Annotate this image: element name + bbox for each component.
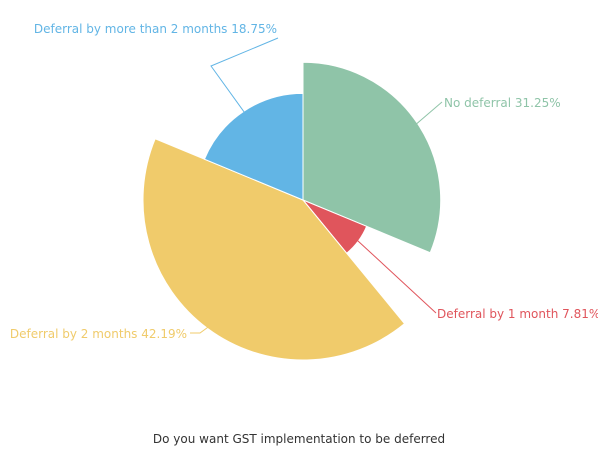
leader-line-no-deferral: [414, 101, 443, 126]
leader-line-deferral-by-1-month: [356, 239, 437, 314]
slice-label-no-deferral: No deferral 31.25%: [444, 96, 561, 110]
leader-line-deferral-by-2-months: [190, 325, 210, 334]
chart-title: Do you want GST implementation to be def…: [152, 432, 446, 446]
slice-label-deferral-by-2-months: Deferral by 2 months 42.19%: [10, 327, 187, 341]
slice-label-deferral-by-more-than-2-months: Deferral by more than 2 months 18.75%: [34, 22, 277, 36]
pie-slices: [142, 61, 442, 361]
pie-slice-deferral-by-2-months[interactable]: [142, 138, 406, 361]
slice-label-deferral-by-1-month: Deferral by 1 month 7.81%: [437, 307, 598, 321]
slice-labels: No deferral 31.25% Deferral by 1 month 7.…: [10, 22, 598, 341]
label-leader-lines: [190, 37, 443, 334]
leader-line-deferral-by-more-than-2-months: [210, 37, 279, 114]
